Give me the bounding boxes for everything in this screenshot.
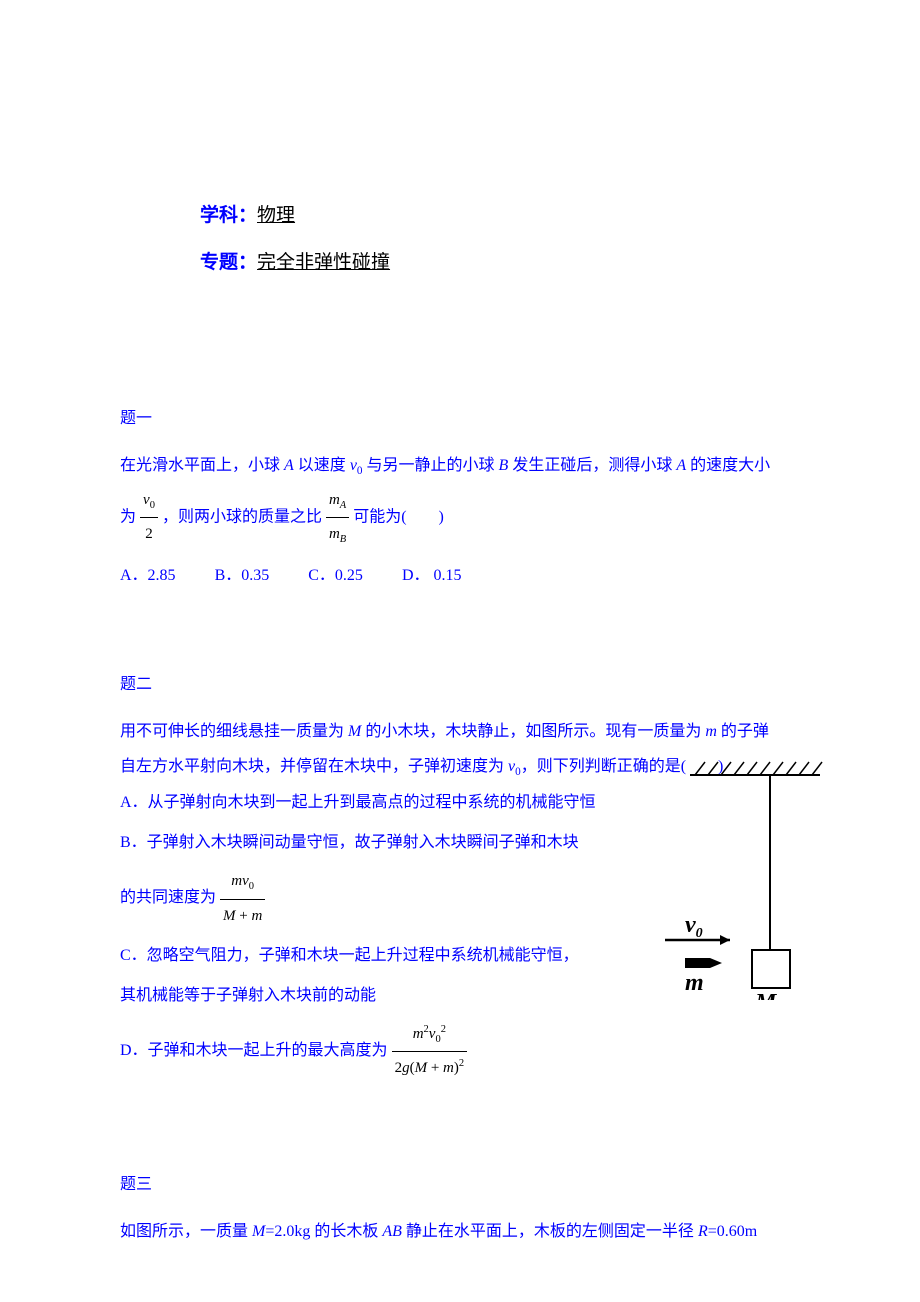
q2-opt-b2-pre: 的共同速度为 xyxy=(120,890,220,907)
option-a: A．2.85 xyxy=(120,567,176,584)
q2-text: 的子弹 xyxy=(717,723,769,740)
option-c: C．0.25 xyxy=(308,567,363,584)
pendulum-diagram: v0 m M xyxy=(630,760,830,1000)
M-label: M xyxy=(754,990,778,1000)
q3-text: =0.60m xyxy=(708,1223,757,1240)
option-d: D． 0.15 xyxy=(402,567,462,584)
var-AB: AB xyxy=(382,1223,402,1240)
q1-body-line2: 为 v0 2 ，则两小球的质量之比 mA mB 可能为( ) xyxy=(120,484,800,551)
subject-line: 学科：物理 xyxy=(200,200,800,227)
q2-opt-c2: 其机械能等于子弹射入木块前的动能 xyxy=(120,978,590,1013)
q2-opt-d: D．子弹和木块一起上升的最大高度为 m2v02 2g(M + m)2 xyxy=(120,1018,800,1085)
var-v: v xyxy=(350,457,357,474)
subject-value: 物理 xyxy=(257,205,295,226)
header-section: 学科：物理 专题：完全非弹性碰撞 xyxy=(200,200,800,274)
q1-text: 的速度大小 xyxy=(686,457,770,474)
q2-text: 自左方水平射向木块，并停留在木块中，子弹初速度为 xyxy=(120,758,508,775)
var-R: R xyxy=(698,1223,708,1240)
fraction-v0-2: v0 2 xyxy=(140,484,158,551)
q1-options: A．2.85 B．0.35 C．0.25 D． 0.15 xyxy=(120,561,800,585)
q1-body: 在光滑水平面上，小球 A 以速度 v0 与另一静止的小球 B 发生正碰后，测得小… xyxy=(120,448,800,484)
frac-den: 2 xyxy=(140,518,158,551)
question-1: 题一 在光滑水平面上，小球 A 以速度 v0 与另一静止的小球 B 发生正碰后，… xyxy=(120,404,800,585)
q1-text: 可能为( ) xyxy=(353,508,444,525)
q2-label: 题二 xyxy=(120,670,800,694)
fraction-ma-mb: mA mB xyxy=(326,484,349,551)
q1-text: 为 xyxy=(120,508,140,525)
topic-line: 专题：完全非弹性碰撞 xyxy=(200,247,800,274)
topic-value: 完全非弹性碰撞 xyxy=(257,252,390,273)
q3-label: 题三 xyxy=(120,1170,800,1194)
frac-num-v: v xyxy=(143,492,150,508)
q3-text: 静止在水平面上，木板的左侧固定一半径 xyxy=(402,1223,698,1240)
q1-text: 与另一静止的小球 xyxy=(363,457,499,474)
frac-num-sub: A xyxy=(340,500,346,511)
option-b: B．0.35 xyxy=(215,567,270,584)
frac-num: mv0 xyxy=(220,865,265,899)
question-3: 题三 如图所示，一质量 M=2.0kg 的长木板 AB 静止在水平面上，木板的左… xyxy=(120,1170,800,1249)
frac-num-m: m xyxy=(329,492,340,508)
frac-den: 2g(M + m)2 xyxy=(392,1052,468,1085)
q2-text: 的小木块，木块静止，如图所示。现有一质量为 xyxy=(361,723,705,740)
frac-den-m: m xyxy=(329,526,340,542)
frac-den: mB xyxy=(326,518,349,551)
q3-text: =2.0kg 的长木板 xyxy=(265,1223,382,1240)
var-a: A xyxy=(284,457,294,474)
q3-body: 如图所示，一质量 M=2.0kg 的长木板 AB 静止在水平面上，木板的左侧固定… xyxy=(120,1214,800,1249)
q2-opt-b: B．子弹射入木块瞬间动量守恒，故子弹射入木块瞬间子弹和木块 xyxy=(120,825,590,860)
fraction-mv0-Mm: mv0 M + m xyxy=(220,865,265,932)
q2-body: 用不可伸长的细线悬挂一质量为 M 的小木块，木块静止，如图所示。现有一质量为 m… xyxy=(120,714,800,749)
q1-text: 以速度 xyxy=(294,457,350,474)
q1-text: 发生正碰后，测得小球 xyxy=(508,457,676,474)
frac-num: mA xyxy=(326,484,349,518)
frac-num: m2v02 xyxy=(392,1018,468,1052)
var-M: M xyxy=(252,1223,265,1240)
var-b: B xyxy=(499,457,509,474)
q2-opt-d-pre: D．子弹和木块一起上升的最大高度为 xyxy=(120,1042,392,1059)
q1-text: 在光滑水平面上，小球 xyxy=(120,457,284,474)
frac-num: v0 xyxy=(140,484,158,518)
var-M: M xyxy=(348,723,361,740)
var-a: A xyxy=(676,457,686,474)
q2-text: 用不可伸长的细线悬挂一质量为 xyxy=(120,723,348,740)
question-2: 题二 用不可伸长的细线悬挂一质量为 M 的小木块，木块静止，如图所示。现有一质量… xyxy=(120,670,800,1085)
q2-opt-c: C．忽略空气阻力，子弹和木块一起上升过程中系统机械能守恒， xyxy=(120,938,590,973)
topic-label: 专题： xyxy=(200,252,257,273)
v0-label: v0 xyxy=(685,912,703,941)
frac-den: M + m xyxy=(220,900,265,933)
m-label: m xyxy=(685,970,704,996)
q1-text: ，则两小球的质量之比 xyxy=(162,508,326,525)
fraction-height: m2v02 2g(M + m)2 xyxy=(392,1018,468,1085)
subject-label: 学科： xyxy=(200,205,257,226)
frac-num-sub: 0 xyxy=(150,500,155,511)
var-m: m xyxy=(705,723,717,740)
q3-text: 如图所示，一质量 xyxy=(120,1223,252,1240)
q1-label: 题一 xyxy=(120,404,800,428)
frac-den-sub: B xyxy=(340,534,346,545)
